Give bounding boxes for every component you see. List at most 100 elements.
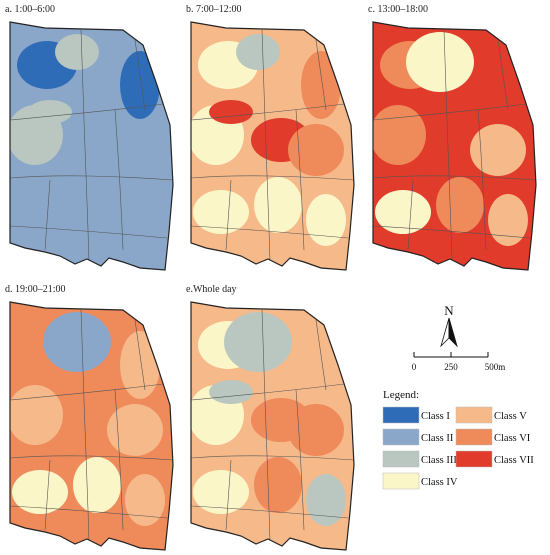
road-line [191, 383, 345, 401]
panel-b: b. 7:00–12:00 [186, 4, 355, 271]
road-line [225, 459, 232, 531]
legend-swatch [382, 472, 420, 490]
zone-class_vi [288, 404, 344, 456]
zone-class_ii [43, 312, 111, 372]
road-line [44, 459, 51, 531]
legend-label: Class III [421, 455, 457, 466]
zone-class_iv [406, 32, 474, 92]
zone-class_v [107, 404, 163, 456]
district-outline [372, 21, 537, 271]
panel-d: d. 19:00–21:00 [5, 284, 174, 551]
road-line [261, 29, 271, 263]
zone-class_iv [73, 457, 121, 513]
zone-class_iii [224, 312, 292, 372]
legend-swatch [382, 406, 420, 424]
north-arrow: N [440, 303, 458, 348]
road-line [10, 225, 168, 239]
scale-label-0: 0 [412, 362, 417, 372]
legend-label: Class VII [494, 455, 534, 466]
road-line [373, 225, 531, 239]
panel-a: a. 1:00–6:00 [5, 4, 174, 271]
road-line [10, 175, 173, 181]
panel-c: c. 13:00–18:00 [368, 4, 537, 271]
scale-label-500: 500m [485, 362, 506, 372]
zone-class_i [120, 51, 160, 119]
legend: Legend: Class I Class II Class III Class IV… [382, 389, 534, 490]
legend-label: Class I [421, 411, 450, 422]
road-line [114, 389, 124, 531]
zone-class_vi [301, 51, 341, 119]
panel-title: d. 19:00–21:00 [5, 284, 66, 295]
zone-class_vi [373, 105, 426, 165]
zone-class_v [120, 331, 160, 399]
zone-class_iii [28, 100, 72, 124]
zone-class_vii [209, 100, 253, 124]
zone-class_iii [236, 34, 280, 70]
zone-class_v [125, 474, 165, 526]
zone-class_iv [375, 190, 431, 234]
road-line [295, 389, 305, 531]
road-line [443, 29, 453, 263]
road-line [315, 319, 327, 391]
road-line [497, 39, 509, 111]
panel-title: e.Whole day [186, 284, 237, 295]
zone-class_iv [254, 177, 302, 233]
road-line [10, 103, 164, 121]
road-line [114, 109, 124, 251]
legend-label: Class II [421, 433, 454, 444]
road-line [261, 309, 271, 543]
north-arrow-icon [440, 317, 450, 348]
road-line [191, 175, 354, 181]
road-line [225, 179, 232, 251]
legend-swatch [455, 406, 493, 424]
road-line [295, 109, 305, 251]
road-line [134, 319, 146, 391]
zone-class_v [10, 385, 63, 445]
zone-class_v [488, 194, 528, 246]
zone-class_iv [193, 190, 249, 234]
road-line [80, 29, 90, 263]
map-body [191, 22, 354, 270]
panel-e: e.Whole day [186, 284, 355, 551]
district-outline [190, 301, 355, 551]
panel-title: c. 13:00–18:00 [368, 4, 428, 15]
zone-class_iii [55, 34, 99, 70]
road-line [44, 179, 51, 251]
zone-class_vi [254, 457, 302, 513]
road-line [10, 455, 173, 461]
panel-title: b. 7:00–12:00 [186, 4, 242, 15]
road-line [191, 455, 354, 461]
road-line [191, 225, 349, 239]
scale-bar: 0 250 500m [412, 352, 506, 372]
road-line [373, 175, 536, 181]
district-outline [190, 21, 355, 271]
legend-label: Class V [494, 411, 527, 422]
road-line [80, 309, 90, 543]
scale-label-250: 250 [444, 362, 458, 372]
map-body [191, 302, 354, 550]
zone-class_vi [436, 177, 484, 233]
legend-swatch [455, 450, 493, 468]
legend-swatch [455, 428, 493, 446]
legend-swatch [382, 428, 420, 446]
legend-label: Class IV [421, 477, 458, 488]
road-line [191, 505, 349, 519]
north-label: N [444, 303, 454, 318]
road-line [10, 505, 168, 519]
zone-class_iv [193, 470, 249, 514]
district-outline [9, 21, 174, 271]
road-line [373, 103, 527, 121]
road-line [407, 179, 414, 251]
zone-class_iii [209, 380, 253, 404]
map-body [373, 22, 536, 270]
map-body [10, 22, 173, 270]
legend-swatch [382, 450, 420, 468]
zone-class_vi [288, 124, 344, 176]
zone-class_iv [12, 470, 68, 514]
zone-class_v [470, 124, 526, 176]
zone-class_iv [306, 194, 346, 246]
legend-title: Legend: [383, 389, 419, 401]
zone-class_iii [306, 474, 346, 526]
map-body [10, 302, 173, 550]
